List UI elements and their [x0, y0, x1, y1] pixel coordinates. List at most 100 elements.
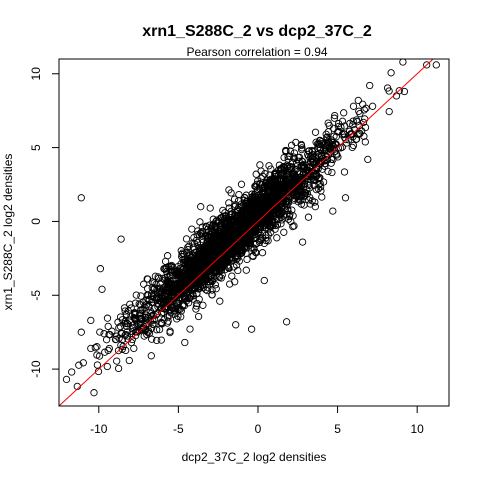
data-point [95, 352, 104, 360]
data-point [191, 280, 199, 288]
data-point [368, 102, 377, 110]
data-point [230, 195, 239, 203]
data-point [147, 289, 156, 298]
data-point [212, 221, 220, 230]
data-point [264, 222, 272, 230]
data-point [122, 346, 130, 355]
data-point [192, 302, 201, 310]
data-point [242, 266, 250, 274]
data-point [235, 190, 243, 199]
x-axis-label: dcp2_37C_2 log2 densities [182, 450, 327, 464]
data-point [144, 313, 152, 321]
data-point [328, 168, 336, 177]
data-point [300, 180, 308, 188]
data-point [305, 181, 313, 190]
data-point [280, 170, 288, 179]
data-point [202, 266, 210, 275]
data-point [75, 361, 83, 369]
data-point [231, 278, 239, 286]
data-point [169, 264, 177, 272]
data-point [116, 322, 125, 331]
data-point [185, 257, 193, 265]
data-point [289, 191, 297, 199]
data-point [251, 248, 260, 256]
data-point [331, 111, 339, 120]
data-point [289, 170, 297, 178]
data-point [248, 193, 257, 201]
data-point [290, 182, 298, 191]
data-point [103, 314, 112, 322]
data-point [152, 280, 160, 289]
data-point [141, 321, 150, 329]
data-point [136, 310, 144, 318]
data-point [304, 150, 312, 159]
data-point [145, 329, 154, 337]
data-point [150, 315, 159, 324]
chart-subtitle: Pearson correlation = 0.94 [186, 45, 327, 59]
data-point [312, 138, 320, 146]
data-point [157, 318, 166, 327]
chart-title: xrn1_S288C_2 vs dcp2_37C_2 [142, 23, 372, 40]
data-point [126, 300, 134, 308]
data-point [150, 284, 159, 292]
data-point [161, 304, 169, 313]
data-point [251, 182, 260, 190]
data-point [136, 306, 145, 314]
data-point [121, 317, 130, 326]
data-point [62, 375, 71, 384]
data-point [87, 344, 95, 353]
data-point [246, 214, 254, 223]
data-point [188, 225, 196, 233]
data-point [153, 336, 161, 345]
data-point [361, 115, 369, 123]
data-point [210, 240, 218, 249]
data-point [198, 223, 206, 231]
data-point [277, 188, 285, 196]
data-point [323, 140, 332, 148]
data-point [131, 299, 140, 307]
data-point [267, 210, 275, 219]
data-point [283, 162, 291, 171]
data-point [311, 203, 319, 211]
x-tick-label: 5 [334, 422, 341, 436]
data-point [234, 252, 242, 260]
x-tick-label: -5 [173, 422, 184, 436]
data-point [157, 297, 165, 306]
data-point [255, 184, 264, 192]
data-point [193, 238, 202, 247]
data-point [147, 352, 155, 360]
data-point [201, 232, 209, 240]
data-point [265, 162, 273, 170]
data-point [208, 222, 217, 230]
data-point [186, 265, 195, 273]
data-point [191, 261, 200, 270]
data-point [184, 243, 192, 251]
data-point [340, 168, 349, 176]
data-point [385, 107, 393, 116]
data-point [184, 299, 193, 307]
data-point [199, 301, 207, 309]
data-point [222, 220, 230, 228]
data-point [231, 208, 239, 216]
data-point [153, 326, 161, 334]
data-point [316, 137, 324, 145]
data-point [206, 280, 215, 288]
data-point [316, 144, 324, 152]
data-point [113, 357, 121, 365]
data-point [341, 194, 350, 202]
data-point [157, 336, 165, 344]
data-point [168, 304, 176, 312]
data-point [225, 199, 233, 207]
data-point [324, 151, 332, 159]
data-point [293, 189, 302, 198]
plot-frame [58, 58, 450, 407]
data-point [266, 171, 274, 179]
data-point [283, 171, 292, 179]
data-point [247, 325, 256, 333]
data-point [349, 117, 357, 125]
data-point [217, 239, 225, 248]
data-point [232, 231, 240, 239]
data-point [383, 84, 392, 92]
data-point [177, 260, 185, 268]
data-point [87, 316, 95, 325]
